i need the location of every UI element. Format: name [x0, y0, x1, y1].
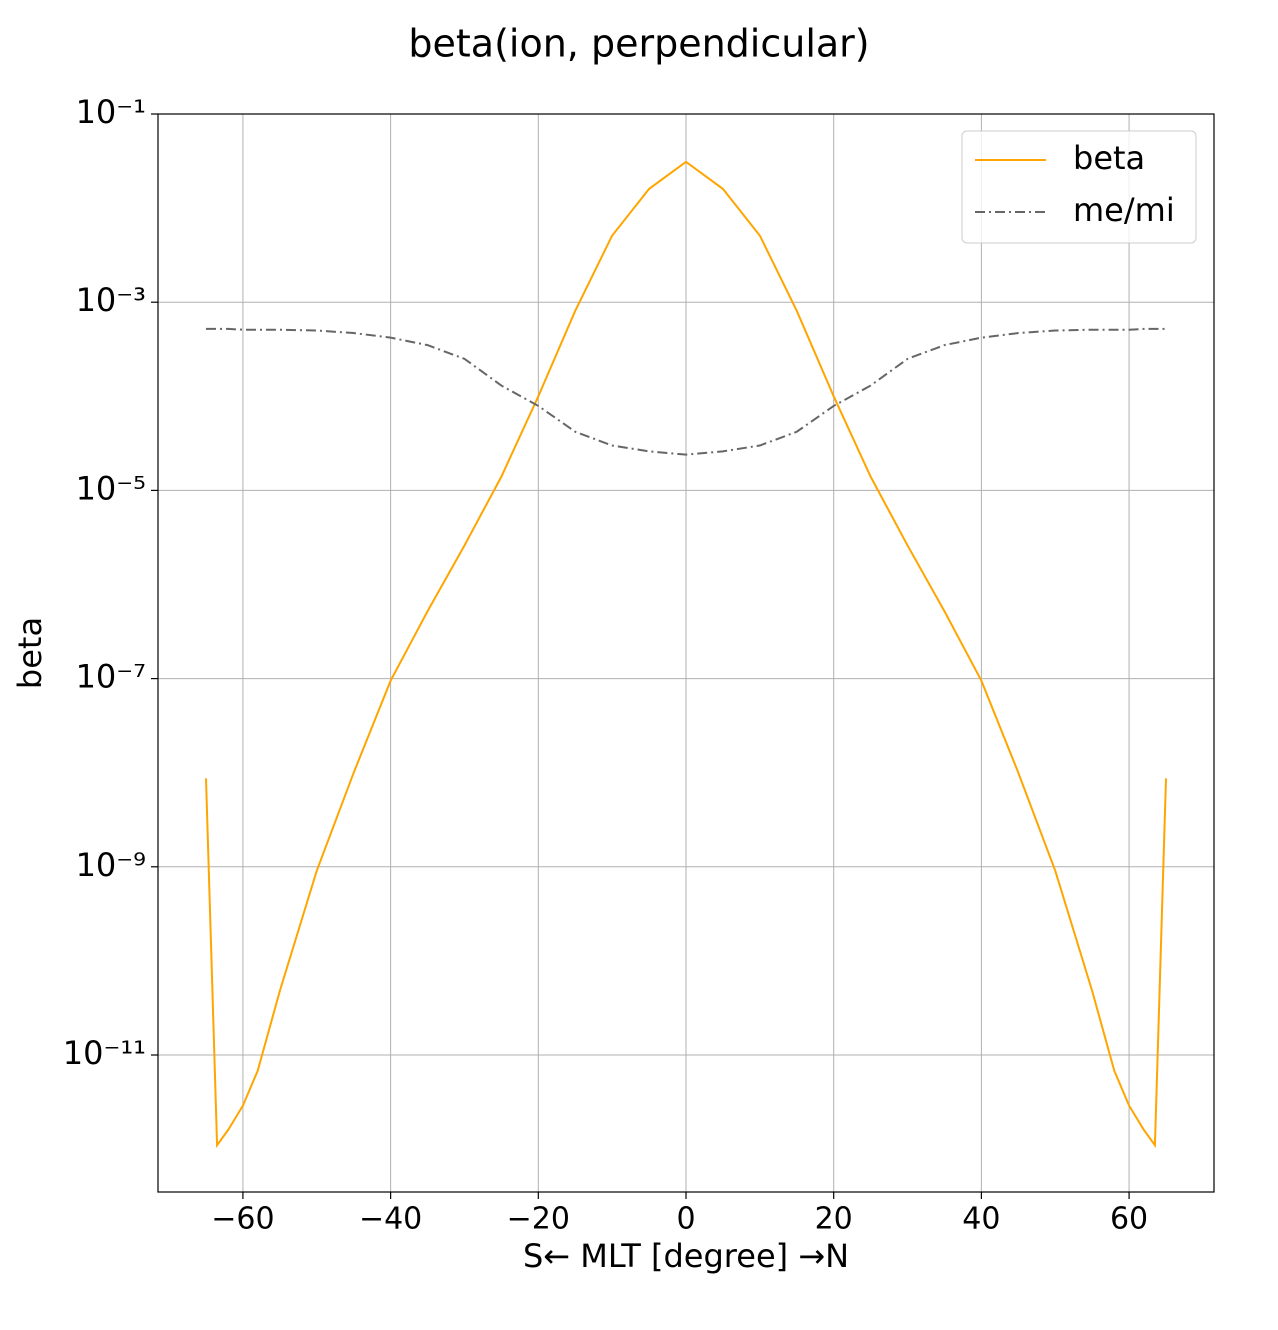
x-tick-label: 40 — [962, 1202, 1000, 1237]
series-line — [206, 327, 1166, 456]
y-tick-label: 10⁻¹ — [76, 93, 146, 131]
y-tick-label: 10⁻⁹ — [76, 846, 146, 884]
y-tick-label: 10⁻¹¹ — [63, 1034, 146, 1072]
y-tick-label: 10⁻⁷ — [76, 658, 146, 696]
legend-label: me/mi — [1073, 191, 1175, 229]
x-tick-label: 0 — [676, 1202, 695, 1237]
y-axis-label: beta — [11, 617, 49, 689]
series-line — [205, 160, 1167, 1149]
x-tick-label: 60 — [1110, 1202, 1148, 1237]
x-tick-label: −60 — [211, 1202, 274, 1237]
y-tick-label: 10⁻⁵ — [76, 469, 146, 507]
chart-title: beta(ion, perpendicular) — [408, 22, 869, 66]
legend-label: beta — [1073, 139, 1145, 177]
plot-frame — [157, 113, 1215, 1193]
x-tick-label: −20 — [507, 1202, 570, 1237]
y-tick-label: 10⁻³ — [76, 281, 146, 319]
x-tick-label: 20 — [815, 1202, 853, 1237]
x-tick-label: −40 — [359, 1202, 422, 1237]
x-axis-label: S← MLT [degree] →N — [523, 1237, 849, 1275]
